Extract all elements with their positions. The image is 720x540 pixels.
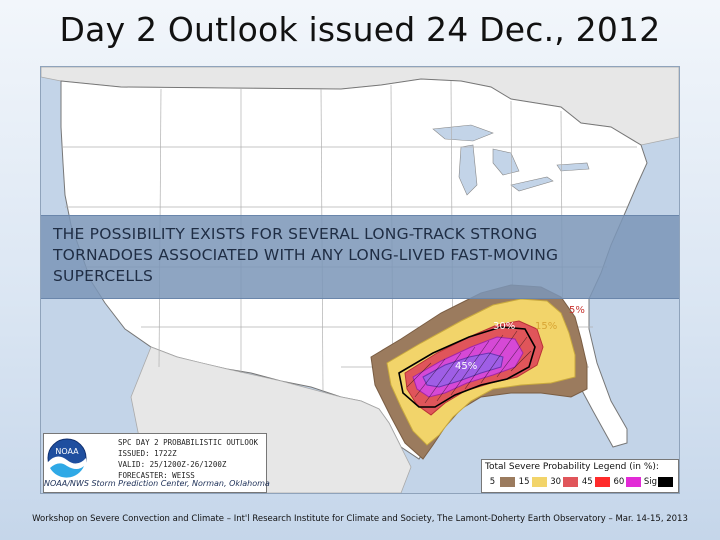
legend-label: 15 xyxy=(518,477,530,487)
sig-outline xyxy=(398,326,536,408)
legend-swatch xyxy=(626,477,642,487)
info-line-4: FORECASTER: WEISS xyxy=(118,471,195,480)
sig-hatching xyxy=(406,330,532,404)
legend-label: 30 xyxy=(550,477,562,487)
legend-item-30: 30 xyxy=(548,476,580,488)
legend-label: Sig xyxy=(643,477,658,487)
probability-legend: Total Severe Probability Legend (in %): … xyxy=(481,459,679,493)
legend-item-45: 45 xyxy=(580,476,612,488)
legend-swatch xyxy=(563,477,579,487)
banner-text: THE POSSIBILITY EXISTS FOR SEVERAL LONG-… xyxy=(53,224,663,287)
legend-swatch xyxy=(531,477,547,487)
banner-line-2: TORNADOES ASSOCIATED WITH ANY LONG-LIVED… xyxy=(53,246,559,264)
lake-huron xyxy=(492,148,520,176)
outlook-map: 5% 15% 30% 45% THE POSSIBILITY EXISTS FO… xyxy=(40,66,680,494)
banner-line-1: THE POSSIBILITY EXISTS FOR SEVERAL LONG-… xyxy=(53,225,538,243)
lake-michigan xyxy=(458,144,478,196)
lake-ontario xyxy=(556,162,590,172)
legend-item-sig: Sig xyxy=(643,476,675,488)
label-5-percent: 5% xyxy=(569,305,585,316)
noaa-logo-icon: NOAA xyxy=(47,438,87,478)
slide-title: Day 2 Outlook issued 24 Dec., 2012 xyxy=(59,10,661,49)
legend-swatch xyxy=(657,477,673,487)
legend-title: Total Severe Probability Legend (in %): xyxy=(485,462,659,472)
legend-swatch xyxy=(594,477,610,487)
legend-item-15: 15 xyxy=(517,476,549,488)
lake-erie xyxy=(510,176,554,192)
legend-swatch xyxy=(500,477,515,487)
label-15-percent: 15% xyxy=(535,321,558,332)
info-line-1: SPC DAY 2 PROBABILISTIC OUTLOOK xyxy=(118,438,258,447)
legend-row: 5 15 30 45 60 Sig xyxy=(485,476,675,488)
label-30-percent: 30% xyxy=(493,321,516,332)
discussion-banner: THE POSSIBILITY EXISTS FOR SEVERAL LONG-… xyxy=(41,215,679,299)
slide-footer: Workshop on Severe Convection and Climat… xyxy=(32,514,688,524)
spc-credit: NOAA/NWS Storm Prediction Center, Norman… xyxy=(44,479,270,488)
banner-line-3: SUPERCELLS xyxy=(53,267,154,285)
info-line-3: VALID: 25/1200Z-26/1200Z xyxy=(118,460,227,469)
outlook-info-box: NOAA SPC DAY 2 PROBABILISTIC OUTLOOK ISS… xyxy=(43,433,267,493)
legend-item-60: 60 xyxy=(611,476,643,488)
legend-label: 5 xyxy=(489,477,496,487)
legend-item-5: 5 xyxy=(485,476,517,488)
lake-superior xyxy=(432,124,494,142)
label-45-percent: 45% xyxy=(455,361,478,372)
svg-text:NOAA: NOAA xyxy=(55,447,79,456)
info-line-2: ISSUED: 1722Z xyxy=(118,449,177,458)
legend-label: 60 xyxy=(613,477,625,487)
legend-label: 45 xyxy=(581,477,593,487)
